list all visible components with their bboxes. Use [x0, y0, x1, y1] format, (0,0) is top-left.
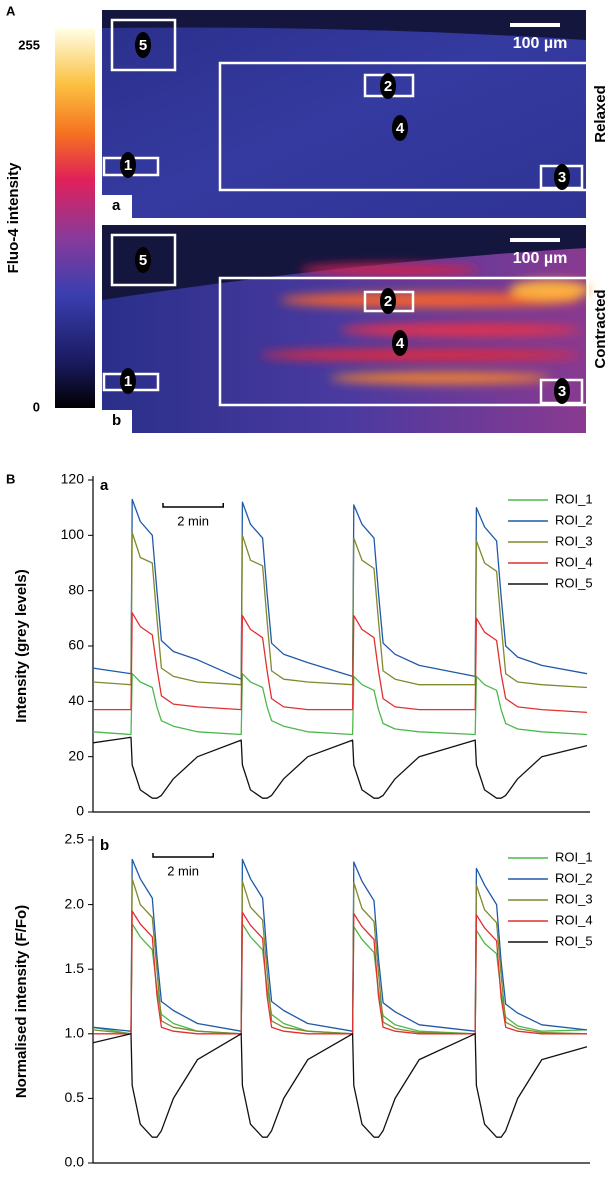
- legend-label: ROI_2: [555, 512, 593, 527]
- roi-label: 3: [558, 169, 566, 186]
- y-tick-label: 40: [68, 692, 84, 708]
- time-scale-label: 2 min: [167, 863, 199, 878]
- roi-box: [110, 233, 177, 287]
- y-tick-label: 120: [61, 471, 85, 487]
- image-shade: [102, 10, 586, 40]
- roi-box: [218, 61, 590, 192]
- panel-label: A: [6, 3, 16, 18]
- trace: [92, 736, 588, 799]
- roi-marker: [380, 288, 396, 314]
- scale-bar-label: 100 µm: [513, 35, 568, 52]
- condition-label: Contracted: [592, 289, 609, 368]
- image-streaks: [260, 264, 590, 384]
- legend-label: ROI_5: [555, 575, 593, 590]
- legend-label: ROI_1: [555, 491, 593, 506]
- panel-label: a: [100, 477, 109, 494]
- trace: [93, 910, 587, 1035]
- roi-marker: [392, 115, 408, 141]
- roi-label: 2: [384, 293, 392, 310]
- panel-a: A Fluo-4 intensity Relaxed Contracted: [5, 3, 609, 433]
- scale-bar-label: 100 µm: [513, 250, 568, 267]
- y-tick-label: 100: [61, 526, 85, 542]
- roi-label: 1: [124, 157, 132, 174]
- legend-label: ROI_3: [555, 891, 593, 906]
- roi-box: [110, 18, 177, 72]
- legend-label: ROI_2: [555, 870, 593, 885]
- image-label: a: [112, 197, 121, 214]
- roi-marker: [135, 32, 151, 58]
- colorbar-title: Fluo-4 intensity: [5, 162, 22, 273]
- y-tick-label: 80: [68, 581, 84, 597]
- roi-label: 4: [396, 120, 405, 137]
- trace: [92, 1033, 588, 1138]
- roi-label: 5: [139, 37, 147, 54]
- roi-marker: [392, 330, 408, 356]
- legend-label: ROI_4: [555, 912, 593, 927]
- time-scale-bar: [152, 853, 214, 858]
- y-tick-label: 0.5: [65, 1089, 85, 1105]
- panel-label: B: [6, 471, 15, 486]
- y-axis-label: Normalised intensity (F/Fo): [13, 905, 30, 1098]
- roi-marker: [380, 73, 396, 99]
- time-scale-label: 2 min: [177, 513, 209, 528]
- time-scale-bar: [162, 503, 224, 508]
- y-tick-label: 20: [68, 747, 84, 763]
- trace: [92, 498, 588, 680]
- roi-marker: [120, 368, 136, 394]
- roi-marker: [135, 247, 151, 273]
- trace: [92, 923, 588, 1035]
- trace: [93, 612, 588, 714]
- roi-label: 5: [139, 252, 147, 269]
- y-axis-label: Intensity (grey levels): [13, 569, 30, 722]
- label-bg: [102, 410, 132, 433]
- colorbar-tick-label: 0: [33, 399, 40, 414]
- trace: [92, 858, 588, 1032]
- legend-label: ROI_5: [555, 933, 593, 948]
- label-bg: [102, 195, 132, 218]
- y-tick-label: 60: [68, 637, 84, 653]
- roi-label: 4: [396, 335, 405, 352]
- roi-label: 3: [558, 383, 566, 400]
- y-tick-label: 1.5: [65, 960, 85, 976]
- panel-label: b: [100, 837, 109, 854]
- roi-marker: [120, 152, 136, 178]
- y-tick-label: 1.0: [65, 1025, 85, 1041]
- image-label: b: [112, 412, 121, 429]
- roi-box: [218, 276, 590, 407]
- legend-label: ROI_1: [555, 849, 593, 864]
- legend-label: ROI_4: [555, 554, 593, 569]
- y-tick-label: 2.5: [65, 831, 85, 847]
- roi-label: 2: [384, 78, 392, 95]
- trace: [92, 673, 588, 736]
- colorbar: [55, 28, 95, 408]
- colorbar-tick-label: 255: [18, 37, 40, 52]
- condition-label: Relaxed: [592, 85, 609, 143]
- roi-marker: [554, 378, 570, 404]
- roi-marker: [554, 164, 570, 190]
- roi-label: 1: [124, 373, 132, 390]
- y-tick-label: 0.0: [65, 1154, 85, 1170]
- legend-label: ROI_3: [555, 533, 593, 548]
- trace: [92, 531, 588, 689]
- image-shade: [102, 225, 586, 300]
- image-relaxed: [102, 10, 586, 218]
- trace: [92, 878, 588, 1035]
- y-tick-label: 0: [76, 803, 84, 819]
- y-tick-label: 2.0: [65, 895, 85, 911]
